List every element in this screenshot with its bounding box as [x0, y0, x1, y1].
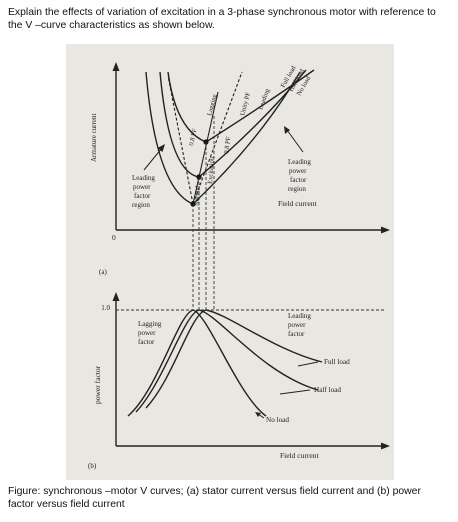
top-left-region-line-2: power	[133, 183, 151, 191]
top-curve-no-load	[145, 71, 301, 205]
bottom-right-region-line-1: Leading	[288, 312, 311, 320]
bottom-curve-label-half-load: Half load	[314, 386, 341, 394]
top-y-axis-label: Armature current	[90, 114, 98, 162]
bottom-chart: 1.0 power factor (b) Field current Laggi…	[88, 292, 390, 470]
top-locus-lagging	[167, 75, 194, 205]
bottom-panel-label: (b)	[88, 462, 97, 470]
top-left-region-line-4: region	[132, 201, 150, 209]
top-left-region-arrowhead	[157, 144, 165, 152]
bottom-left-region-line-3: factor	[138, 338, 155, 346]
bottom-no-load-arrowhead	[255, 412, 261, 417]
top-line-label-lagging: Lagging	[206, 93, 219, 117]
top-right-region-arrow	[286, 129, 304, 153]
figure-caption: Figure: synchronous –motor V curves; (a)…	[8, 486, 421, 510]
bottom-curve-no-load	[127, 309, 267, 417]
guide-lines	[192, 116, 215, 310]
top-right-region-arrowhead	[284, 126, 290, 134]
top-left-region-line-1: Leading	[132, 174, 155, 182]
top-line-label-normal: Normal	[194, 186, 202, 207]
top-y-axis-arrow	[112, 62, 120, 71]
top-right-region-line-4: region	[288, 185, 306, 193]
bottom-curve-label-full-load: Full load	[324, 358, 350, 366]
top-left-region-line-3: factor	[134, 192, 151, 200]
top-x-axis-arrow	[381, 226, 390, 234]
bottom-curve-label-no-load: No load	[266, 416, 289, 424]
top-locus-unity	[192, 91, 219, 205]
bottom-curve-full-load	[145, 309, 323, 409]
figure-photo: Armature current 0 (a) Field current Lea…	[66, 44, 394, 480]
bottom-left-region-line-1: Lagging	[138, 320, 162, 328]
question-text: Explain the effects of variation of exci…	[8, 7, 436, 31]
bottom-full-load-arrow	[297, 361, 319, 367]
bottom-x-axis-label: Field current	[280, 451, 319, 460]
bottom-y-tick-1: 1.0	[101, 304, 110, 312]
top-chart: Armature current 0 (a) Field current Lea…	[90, 62, 390, 276]
top-panel-label: (a)	[99, 268, 107, 276]
top-line-label-excitation: Excitation	[207, 156, 216, 184]
top-line-label-leading: Leading	[257, 87, 271, 110]
bottom-right-region-line-2: power	[288, 321, 306, 329]
top-origin-label: 0	[112, 233, 116, 242]
bottom-y-axis-arrow	[112, 292, 120, 301]
top-line-label-08pf-lead: 0.8 PF	[223, 136, 232, 154]
top-x-axis-label: Field current	[278, 199, 317, 208]
bottom-left-region-line-2: power	[138, 329, 156, 337]
top-right-region-line-3: factor	[290, 176, 307, 184]
top-right-region-line-2: power	[289, 167, 307, 175]
v-curve-figure: Armature current 0 (a) Field current Lea…	[88, 62, 390, 470]
top-left-region-arrow	[143, 147, 163, 171]
bottom-y-axis-label: power factor	[93, 365, 102, 404]
top-locus-leading	[192, 71, 243, 205]
bottom-x-axis-arrow	[381, 442, 390, 450]
bottom-curve-half-load	[135, 309, 319, 413]
top-right-region-line-1: Leading	[288, 158, 311, 166]
bottom-half-load-arrow	[279, 389, 311, 395]
top-line-label-08pf-lag: 0.8 PF	[188, 128, 198, 147]
bottom-right-region-line-3: factor	[288, 330, 305, 338]
